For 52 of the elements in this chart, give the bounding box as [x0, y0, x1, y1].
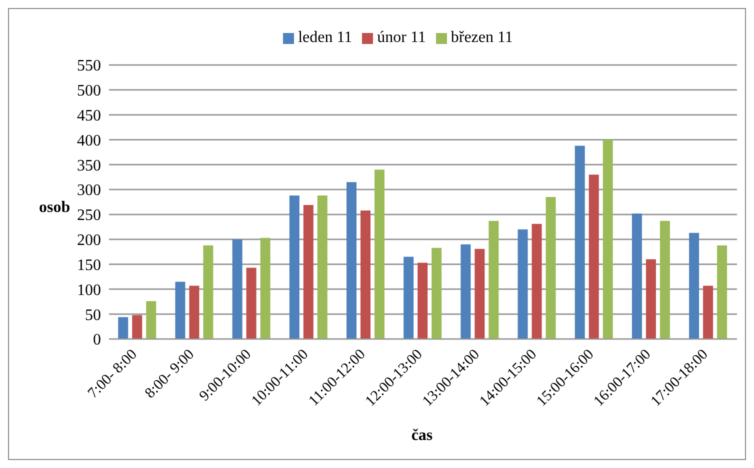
bar: [418, 262, 428, 339]
bar: [460, 244, 471, 339]
bar: [689, 232, 700, 339]
bar: [232, 239, 242, 339]
legend-label: leden 11: [298, 29, 352, 46]
bar: [632, 213, 642, 339]
bar: [588, 174, 599, 339]
bar: [546, 197, 556, 339]
bar: [703, 286, 714, 339]
y-axis-title: osob: [39, 199, 70, 217]
bar: [717, 245, 728, 339]
bar: [432, 248, 442, 339]
bar: [175, 282, 186, 339]
bar: [660, 220, 670, 339]
bar: [132, 315, 142, 339]
bar: [146, 301, 156, 339]
y-tick-label: 150: [77, 256, 101, 274]
y-tick-label: 450: [77, 108, 101, 124]
bar: [404, 256, 414, 339]
x-tick-label: 7:00- 8:00: [85, 346, 140, 402]
bar: [488, 220, 499, 339]
bar: [260, 238, 270, 339]
bar: [189, 286, 200, 339]
bar: [317, 196, 328, 339]
y-tick-label: 0: [93, 332, 101, 349]
y-tick-label: 500: [77, 82, 101, 100]
bar: [374, 170, 384, 339]
y-tick-label: 300: [77, 182, 101, 200]
bar: [289, 196, 300, 339]
y-tick-label: 550: [77, 58, 101, 75]
bar: [574, 146, 585, 339]
y-tick-label: 50: [85, 306, 101, 324]
legend-label: únor 11: [377, 29, 426, 46]
bar: [346, 182, 356, 339]
bar: [518, 229, 528, 339]
bar: [474, 248, 485, 339]
bar: [532, 224, 542, 339]
bar: [246, 268, 256, 339]
y-tick-label: 350: [77, 157, 101, 174]
bar: [118, 317, 128, 339]
legend-label: březen 11: [450, 29, 513, 46]
x-axis-title: čas: [410, 427, 434, 445]
bar: [360, 210, 370, 339]
y-tick-label: 200: [77, 232, 101, 250]
y-tick-label: 400: [77, 132, 101, 150]
bar: [203, 245, 214, 339]
bar: [602, 140, 613, 339]
bar: [303, 204, 314, 339]
bar: [646, 259, 656, 339]
y-tick-label: 250: [77, 207, 101, 224]
y-tick-label: 100: [77, 282, 101, 299]
x-tick-label: 8:00- 9:00: [142, 346, 198, 402]
